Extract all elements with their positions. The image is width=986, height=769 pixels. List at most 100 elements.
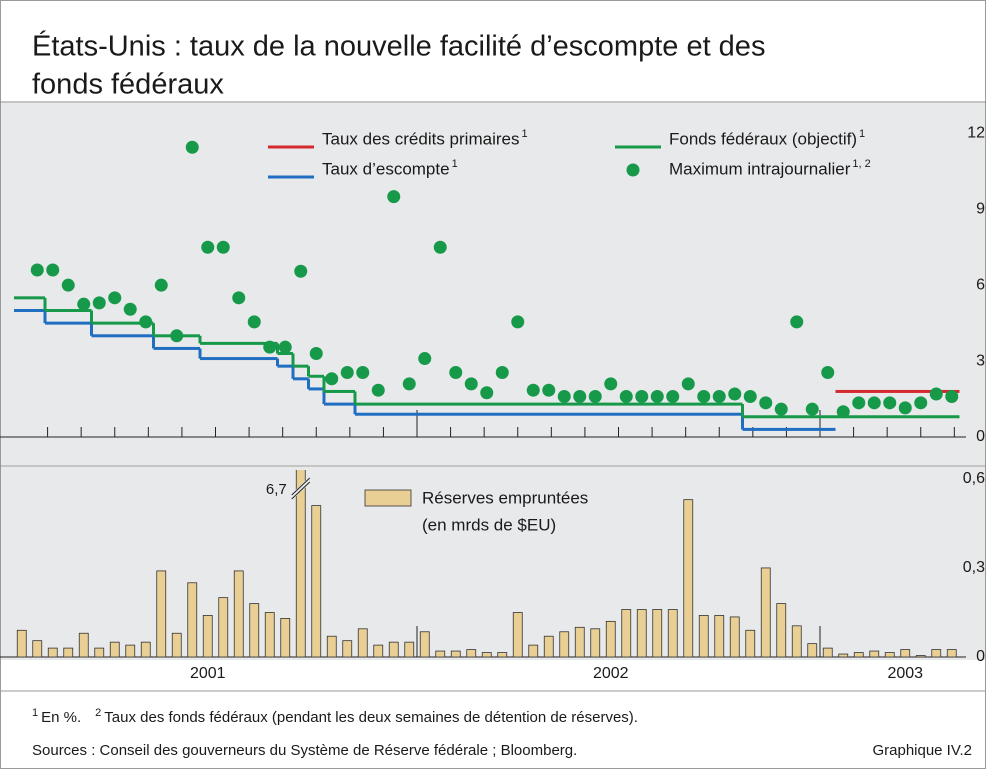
marker bbox=[542, 383, 556, 397]
bar bbox=[745, 629, 756, 658]
bar bbox=[125, 644, 136, 658]
bar bbox=[605, 620, 616, 658]
bar bbox=[807, 643, 818, 658]
superscript: 1, 2 bbox=[852, 158, 870, 170]
bar bbox=[853, 652, 864, 658]
bar bbox=[357, 628, 368, 658]
bar bbox=[838, 653, 849, 658]
bar bbox=[574, 626, 585, 658]
marker bbox=[371, 383, 385, 397]
bar bbox=[791, 625, 802, 658]
legend-marker bbox=[626, 163, 640, 177]
legend-label: Taux des crédits primaires bbox=[322, 129, 519, 148]
bar bbox=[683, 499, 694, 658]
bar bbox=[233, 570, 244, 658]
bar bbox=[32, 640, 43, 658]
marker bbox=[712, 390, 726, 404]
marker bbox=[340, 365, 354, 379]
bar bbox=[295, 470, 306, 658]
bar bbox=[590, 628, 601, 658]
bar bbox=[559, 631, 570, 658]
legend-label: Taux d’escompte bbox=[322, 159, 450, 178]
marker bbox=[46, 263, 60, 277]
footnote-mark: 1 bbox=[32, 707, 38, 719]
y-tick-label: 6 bbox=[976, 276, 985, 293]
bar bbox=[249, 603, 260, 658]
y-tick-label: 3 bbox=[976, 352, 985, 369]
superscript: 1 bbox=[521, 128, 527, 140]
legend-label: Fonds fédéraux (objectif) bbox=[669, 129, 857, 148]
bar bbox=[280, 618, 291, 658]
data-label: 6,7 bbox=[266, 481, 287, 498]
marker bbox=[402, 377, 416, 391]
marker bbox=[495, 365, 509, 379]
bar bbox=[729, 616, 740, 658]
marker bbox=[697, 390, 711, 404]
marker bbox=[666, 390, 680, 404]
bar bbox=[187, 582, 198, 658]
bar bbox=[931, 649, 942, 658]
marker bbox=[945, 390, 959, 404]
marker bbox=[867, 396, 881, 410]
marker bbox=[92, 296, 106, 310]
marker bbox=[185, 140, 199, 154]
bar bbox=[946, 649, 957, 658]
bar bbox=[63, 647, 74, 658]
bar bbox=[667, 609, 678, 658]
marker bbox=[247, 315, 261, 329]
bar bbox=[776, 603, 787, 658]
marker bbox=[139, 315, 153, 329]
bar bbox=[822, 647, 833, 658]
x-tick-label: 2001 bbox=[190, 665, 226, 682]
footnote: En %. bbox=[41, 709, 81, 726]
marker bbox=[604, 377, 618, 391]
marker bbox=[526, 383, 540, 397]
marker bbox=[898, 401, 912, 415]
marker bbox=[418, 352, 432, 366]
marker bbox=[774, 402, 788, 416]
break-mark bbox=[291, 481, 311, 500]
marker bbox=[30, 263, 44, 277]
bar bbox=[94, 647, 105, 658]
marker bbox=[728, 387, 742, 401]
legend-label: Réserves empruntées bbox=[422, 488, 588, 507]
marker bbox=[650, 390, 664, 404]
bar bbox=[264, 612, 275, 658]
marker bbox=[573, 390, 587, 404]
bar bbox=[481, 652, 492, 658]
marker bbox=[61, 278, 75, 292]
bar bbox=[512, 612, 523, 658]
y-tick-label: 0,3 bbox=[963, 559, 985, 576]
bars bbox=[16, 470, 957, 658]
y-tick-label: 9 bbox=[976, 200, 985, 217]
bar bbox=[652, 609, 663, 658]
legend-label: Maximum intrajournalier bbox=[669, 159, 851, 178]
marker bbox=[108, 291, 122, 305]
bar bbox=[528, 644, 539, 658]
marker bbox=[619, 390, 633, 404]
footnote-mark: 2 bbox=[95, 707, 101, 719]
marker bbox=[929, 387, 943, 401]
y-tick-label: 0,6 bbox=[963, 470, 985, 487]
break-mark bbox=[290, 478, 312, 499]
bar bbox=[109, 641, 120, 658]
marker bbox=[387, 190, 401, 204]
bar bbox=[915, 655, 926, 658]
title: fonds fédéraux bbox=[32, 69, 224, 101]
sources: Sources : Conseil des gouverneurs du Sys… bbox=[32, 742, 577, 759]
x-tick-label: 2002 bbox=[593, 665, 629, 682]
legend-swatch bbox=[364, 489, 412, 507]
marker bbox=[433, 240, 447, 254]
marker bbox=[170, 329, 184, 343]
marker bbox=[883, 396, 897, 410]
marker bbox=[914, 396, 928, 410]
marker bbox=[511, 315, 525, 329]
marker bbox=[232, 291, 246, 305]
marker bbox=[790, 315, 804, 329]
bar bbox=[884, 652, 895, 658]
marker bbox=[681, 377, 695, 391]
marker bbox=[356, 365, 370, 379]
figure-id: Graphique IV.2 bbox=[872, 742, 972, 759]
bar bbox=[869, 650, 880, 658]
